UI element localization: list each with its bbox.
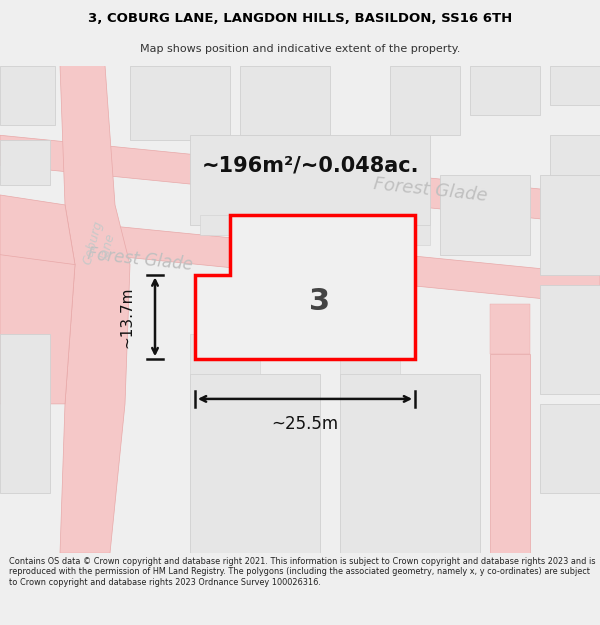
Polygon shape bbox=[340, 374, 480, 553]
Polygon shape bbox=[550, 66, 600, 106]
Polygon shape bbox=[190, 135, 430, 225]
Text: Coburg
lane: Coburg lane bbox=[80, 219, 119, 270]
Polygon shape bbox=[0, 195, 75, 304]
Polygon shape bbox=[330, 225, 430, 245]
Text: Contains OS data © Crown copyright and database right 2021. This information is : Contains OS data © Crown copyright and d… bbox=[9, 557, 595, 586]
Polygon shape bbox=[130, 66, 230, 140]
Text: ~196m²/~0.048ac.: ~196m²/~0.048ac. bbox=[201, 155, 419, 175]
Text: ~13.7m: ~13.7m bbox=[119, 286, 134, 348]
Polygon shape bbox=[490, 304, 530, 354]
Polygon shape bbox=[0, 140, 50, 185]
Polygon shape bbox=[340, 334, 400, 374]
Polygon shape bbox=[540, 404, 600, 493]
Polygon shape bbox=[0, 135, 600, 225]
Polygon shape bbox=[240, 66, 330, 135]
Polygon shape bbox=[60, 66, 130, 553]
Polygon shape bbox=[0, 66, 55, 126]
Polygon shape bbox=[470, 66, 540, 116]
Polygon shape bbox=[195, 215, 415, 359]
Polygon shape bbox=[0, 334, 50, 493]
Text: Forest Glade: Forest Glade bbox=[372, 175, 488, 205]
Text: 3: 3 bbox=[310, 288, 331, 316]
Polygon shape bbox=[540, 284, 600, 394]
Text: Map shows position and indicative extent of the property.: Map shows position and indicative extent… bbox=[140, 44, 460, 54]
Polygon shape bbox=[0, 215, 600, 304]
Polygon shape bbox=[390, 66, 460, 135]
Polygon shape bbox=[490, 354, 530, 553]
Polygon shape bbox=[190, 334, 260, 374]
Polygon shape bbox=[190, 374, 320, 553]
Polygon shape bbox=[200, 215, 320, 235]
Polygon shape bbox=[550, 135, 600, 175]
Text: Forest Glade: Forest Glade bbox=[86, 245, 194, 274]
Polygon shape bbox=[0, 254, 75, 404]
Polygon shape bbox=[440, 175, 530, 254]
Text: 3, COBURG LANE, LANGDON HILLS, BASILDON, SS16 6TH: 3, COBURG LANE, LANGDON HILLS, BASILDON,… bbox=[88, 12, 512, 25]
Text: ~25.5m: ~25.5m bbox=[271, 415, 338, 432]
Polygon shape bbox=[540, 175, 600, 274]
